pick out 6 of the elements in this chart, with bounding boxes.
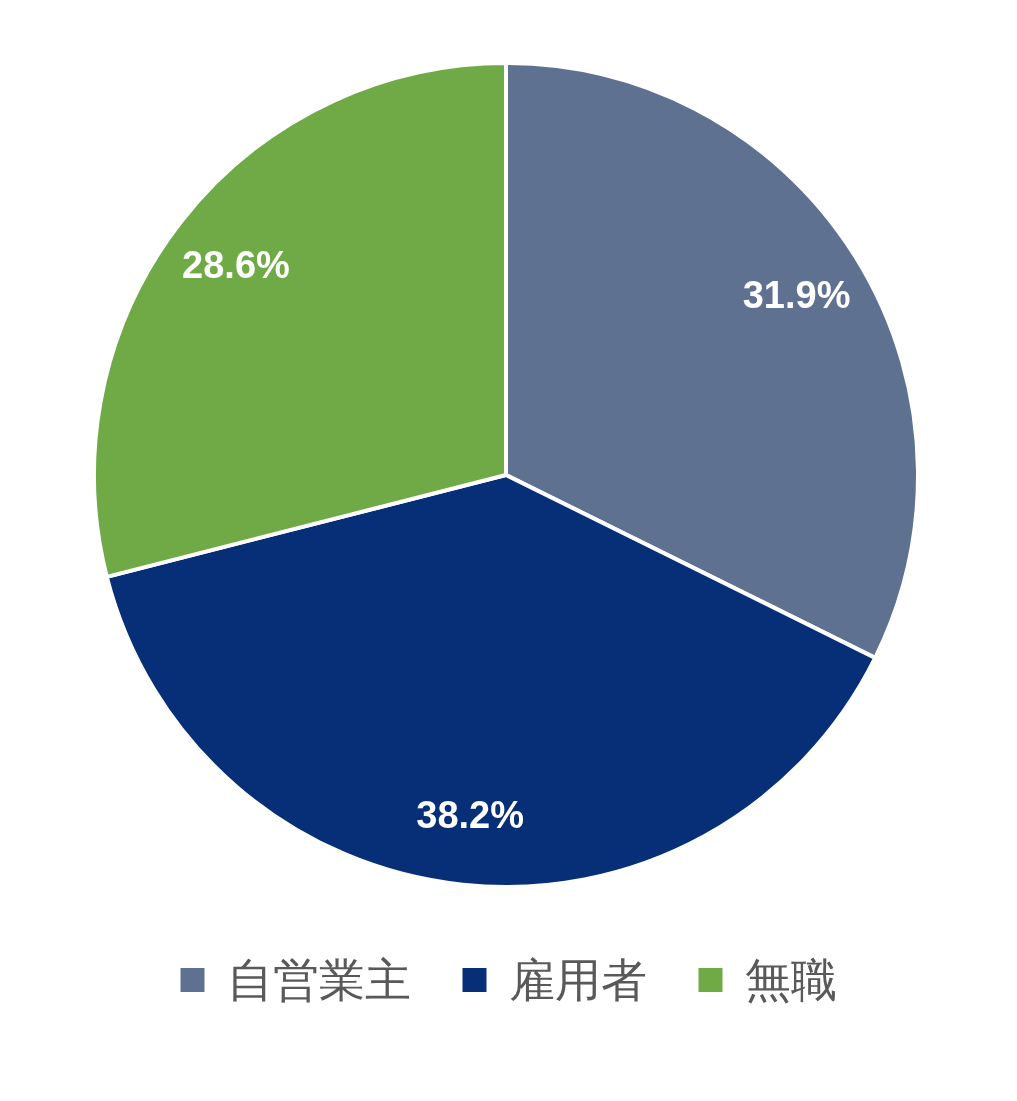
data-label: 28.6% (182, 244, 290, 287)
data-label: 38.2% (416, 794, 525, 837)
legend-label: 雇用者 (508, 953, 647, 1007)
legend-label: 自営業主 (226, 953, 411, 1007)
legend-label: 無職 (744, 953, 837, 1007)
data-label: 31.9% (742, 273, 851, 316)
